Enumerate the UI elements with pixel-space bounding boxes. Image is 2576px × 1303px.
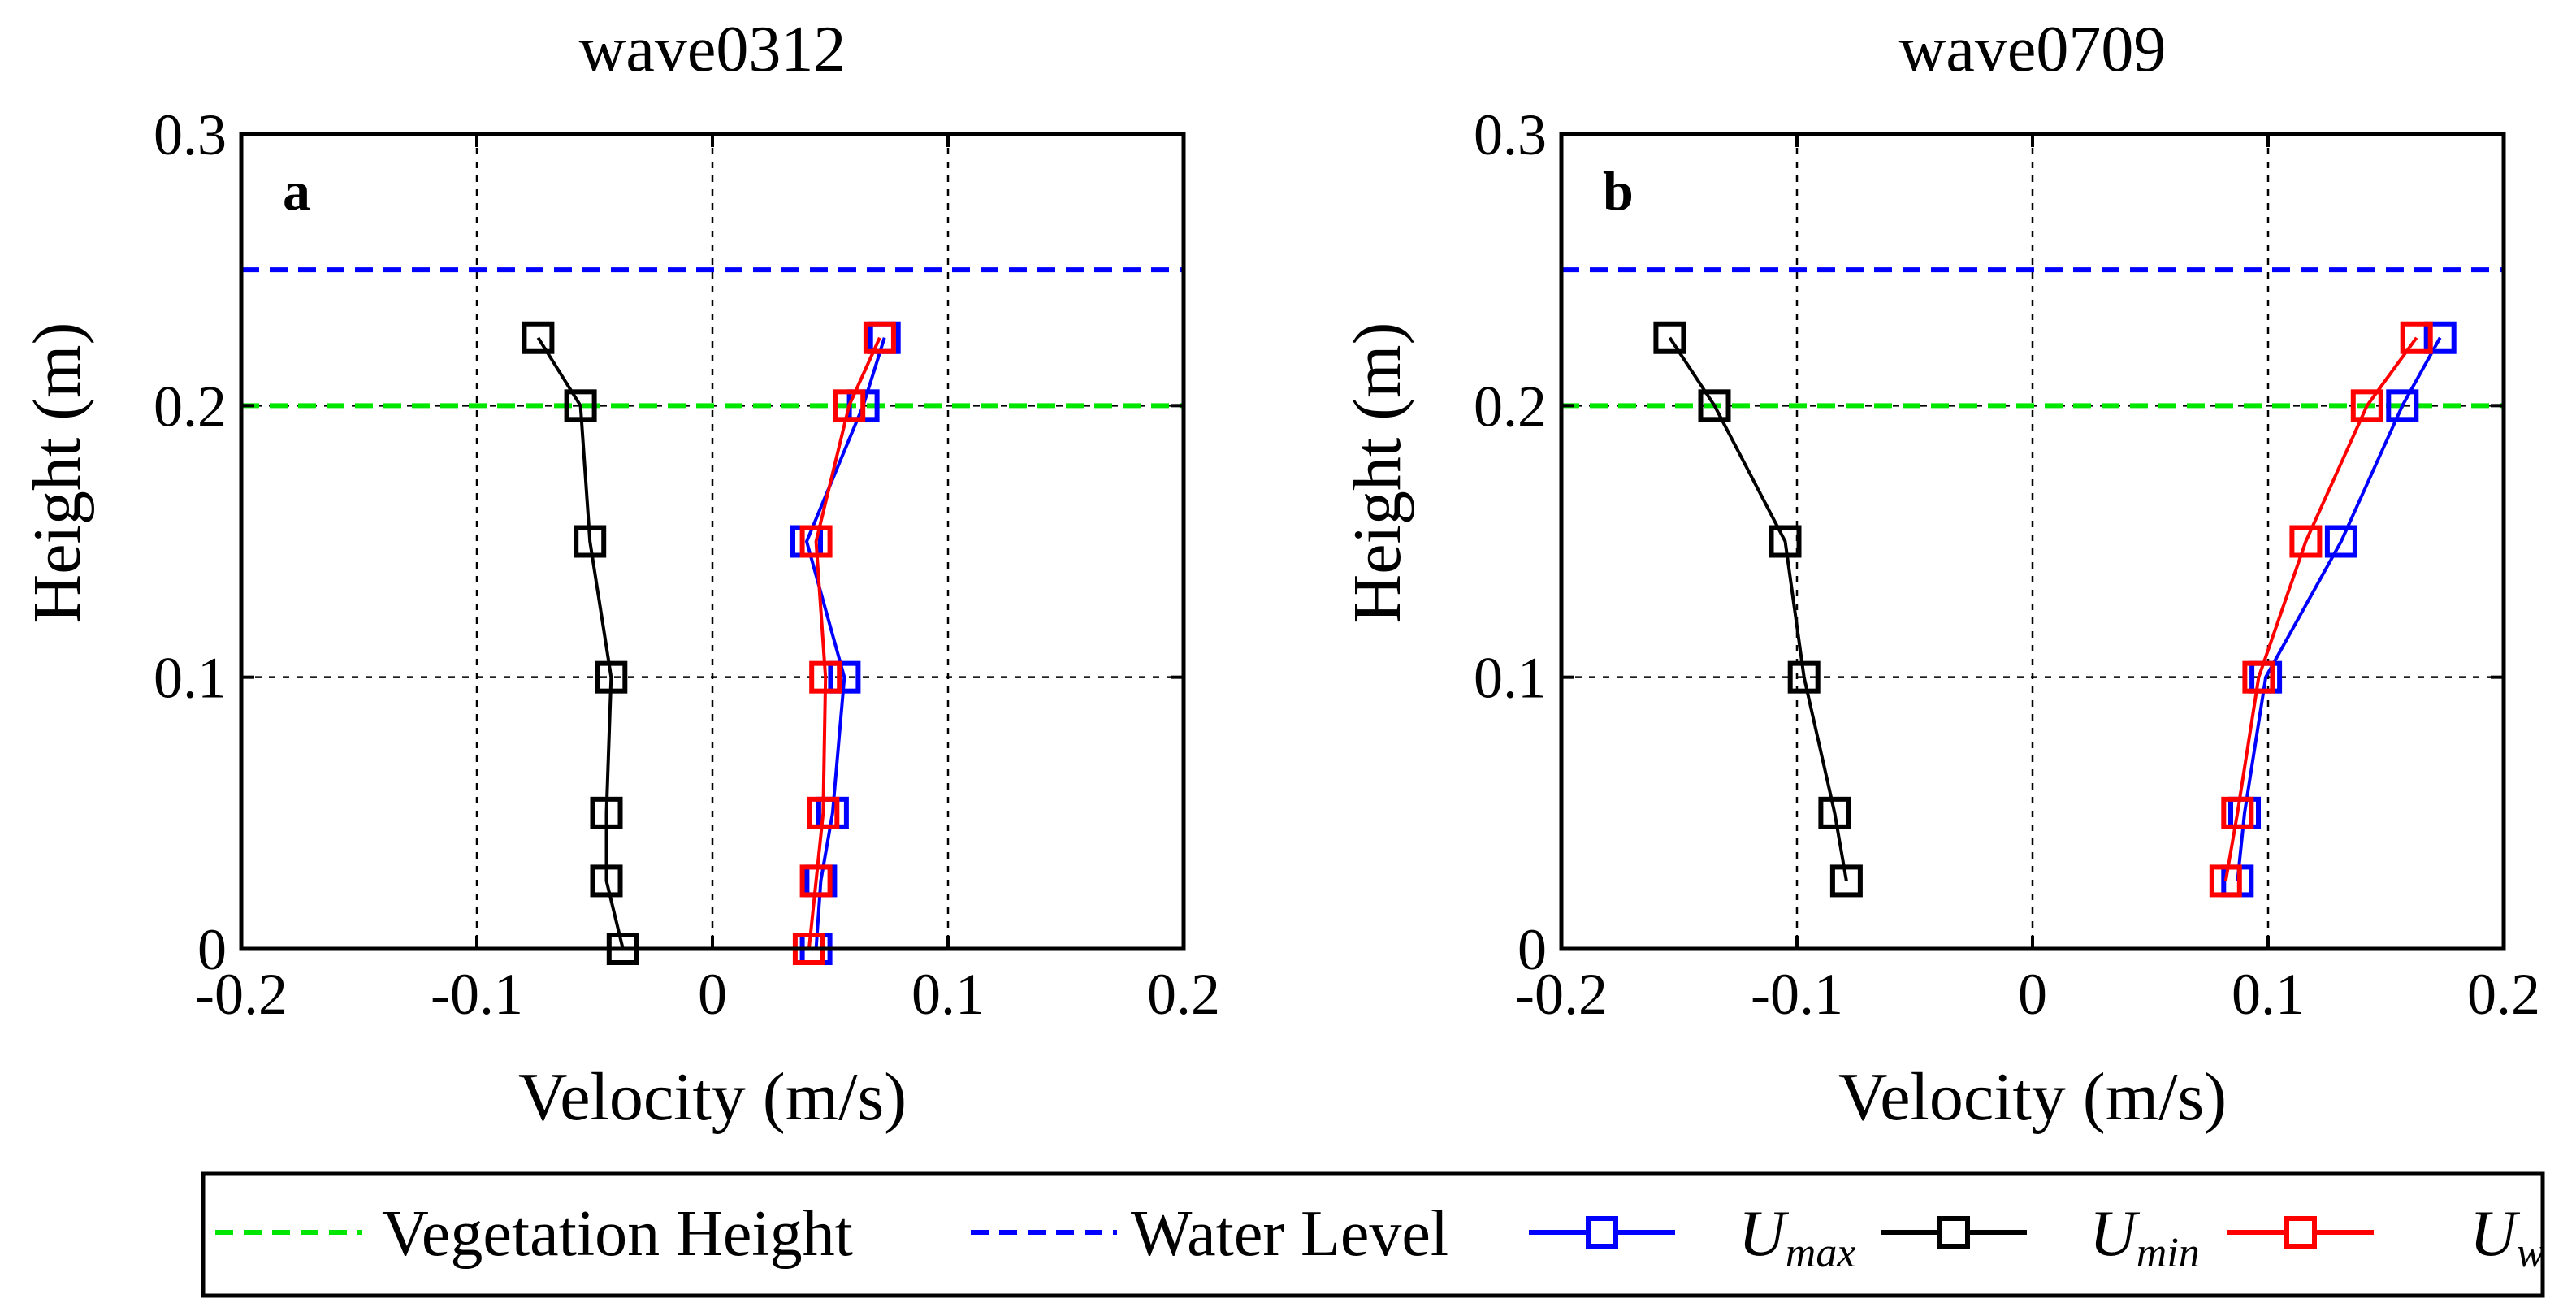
- panel-a-u-max-point: [828, 660, 861, 694]
- panel-b-u-w-line: [2223, 336, 2418, 881]
- panel-a-u-w-line: [807, 336, 881, 950]
- panel-a-x-axis-label: Velocity (m/s): [518, 1059, 907, 1135]
- legend-umin-label: Umin: [2089, 1198, 2200, 1276]
- panel-b-y-tick-label: 0: [1517, 917, 1547, 982]
- panel-b-u-min-point: [1653, 321, 1686, 354]
- legend-frame: [201, 1171, 2545, 1298]
- panel-a-u-min-point: [590, 864, 623, 898]
- legend-uw-sub: w: [2517, 1230, 2545, 1276]
- panel-b-u-w-point: [2400, 321, 2433, 354]
- panel-a-y-axis-label: Height (m): [19, 323, 95, 624]
- panel-a-u-min-point: [564, 389, 597, 422]
- panel-a-u-w-point: [807, 796, 840, 829]
- panel-a-x-tick-label: -0.2: [195, 962, 288, 1027]
- legend-uw-marker: [2284, 1216, 2317, 1249]
- panel-a-u-w-point: [833, 389, 866, 422]
- panel-b-u-w-point: [2350, 389, 2383, 422]
- panel-b-u-w-point: [2221, 796, 2254, 829]
- panel-b-y-tick-label: 0.1: [1474, 646, 1547, 711]
- panel-a-letter: a: [283, 160, 310, 222]
- panel-b: wave0709 b Velocity (m/s) Height (m) -0.…: [1340, 14, 2540, 1135]
- panel-b-x-tick-label: -0.1: [1751, 962, 1843, 1027]
- panel-a: wave0312 a Velocity (m/s) Height (m) -0.…: [19, 14, 1220, 1135]
- panel-b-y-tick-label: 0.3: [1474, 102, 1547, 167]
- panel-b-x-axis-label: Velocity (m/s): [1838, 1059, 2227, 1135]
- panel-a-x-tick-label: -0.1: [431, 962, 523, 1027]
- panel-a-u-min-line: [536, 336, 625, 950]
- panel-a-u-min-point: [522, 321, 555, 354]
- legend-water-level-label: Water Level: [1131, 1198, 1448, 1270]
- panel-b-u-min-point: [1829, 864, 1863, 898]
- panel-a-y-tick-label: 0: [197, 917, 227, 982]
- panel-b-letter: b: [1603, 160, 1634, 222]
- panel-a-u-w-point: [799, 864, 833, 898]
- panel-a-u-w-point: [809, 660, 842, 694]
- panel-b-x-tick-label: 0.2: [2467, 962, 2540, 1027]
- panel-a-x-tick-label: 0: [698, 962, 727, 1027]
- panel-b-title: wave0709: [1899, 14, 2167, 85]
- panel-a-y-tick-label: 0.2: [154, 374, 227, 439]
- panel-a-title: wave0312: [579, 14, 846, 85]
- legend-umin-sub: min: [2137, 1230, 2200, 1276]
- panel-b-u-max-line: [2236, 336, 2442, 881]
- panel-a-u-w-point: [799, 525, 833, 558]
- panel-b-plot-area: -0.2 -0.1 0 0.1 0.2 0 0.1 0.2 0.3: [1474, 102, 2540, 1027]
- panel-b-u-w-point: [2209, 864, 2242, 898]
- panel-a-y-tick-label: 0.3: [154, 102, 227, 167]
- panel-b-u-min-point: [1769, 525, 1802, 558]
- panel-b-u-min-point: [1818, 796, 1851, 829]
- panel-b-u-max-point: [2324, 525, 2357, 558]
- panel-b-u-min-line: [1668, 336, 1848, 881]
- panel-a-x-tick-label: 0.2: [1147, 962, 1220, 1027]
- panel-b-u-min-point: [1698, 389, 1731, 422]
- panel-b-u-max-point: [2423, 321, 2457, 354]
- legend-umax-marker: [1586, 1216, 1618, 1249]
- legend-umax-label: Umax: [1738, 1198, 1855, 1276]
- panel-a-u-min-point: [590, 796, 623, 829]
- panel-b-y-tick-label: 0.2: [1474, 374, 1547, 439]
- legend-vegetation-label: Vegetation Height: [382, 1198, 853, 1270]
- legend-umax-symbol: U: [1738, 1198, 1790, 1270]
- panel-a-y-tick-label: 0.1: [154, 646, 227, 711]
- panel-b-u-w-point: [2242, 660, 2275, 694]
- panel-b-u-min-point: [1787, 660, 1821, 694]
- panel-b-y-axis-label: Height (m): [1340, 323, 1415, 624]
- legend-umin-symbol: U: [2089, 1198, 2141, 1270]
- panel-a-u-min-point: [595, 660, 628, 694]
- panel-b-u-w-point: [2289, 525, 2323, 558]
- panel-a-u-min-point: [574, 525, 607, 558]
- legend-umax-sub: max: [1786, 1230, 1856, 1276]
- panel-a-x-tick-label: 0.1: [911, 962, 985, 1027]
- legend-umin-marker: [1937, 1216, 1970, 1249]
- panel-a-plot-area: -0.2 -0.1 0 0.1 0.2 0 0.1 0.2 0.3: [154, 102, 1220, 1027]
- panel-b-x-tick-label: -0.2: [1515, 962, 1608, 1027]
- legend: Vegetation Height Water Level Umax Umin …: [201, 1171, 2545, 1298]
- panel-b-u-max-point: [2386, 389, 2419, 422]
- panel-b-x-tick-label: 0.1: [2232, 962, 2305, 1027]
- legend-uw-label: Uw: [2470, 1198, 2545, 1276]
- panel-a-u-w-point: [863, 321, 896, 354]
- legend-uw-symbol: U: [2470, 1198, 2521, 1270]
- panel-b-x-tick-label: 0: [2018, 962, 2047, 1027]
